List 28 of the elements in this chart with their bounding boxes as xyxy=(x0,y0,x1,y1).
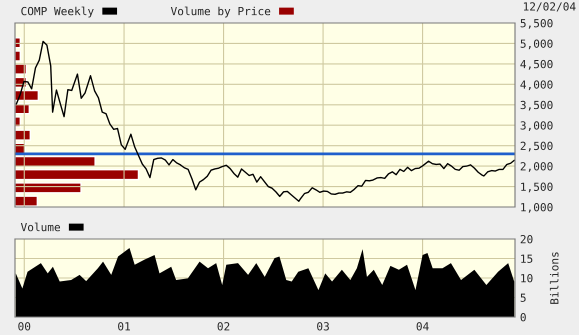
y-tick-label: 0 xyxy=(520,313,526,322)
x-tick-label: 00 xyxy=(18,322,30,331)
y-axis-title: Billions xyxy=(550,252,559,304)
y-tick-label: 4,500 xyxy=(520,60,553,70)
x-tick-label: 02 xyxy=(218,322,230,331)
y-tick-label: 5 xyxy=(520,294,526,302)
text: 12/02/04 xyxy=(524,2,576,12)
x-tick-label: 03 xyxy=(317,322,329,331)
y-tick-label: 3,000 xyxy=(520,121,553,132)
y-tick-label: 5,500 xyxy=(520,19,553,29)
bar xyxy=(15,50,22,62)
y-tick-label: 3,500 xyxy=(520,100,553,111)
line-series xyxy=(16,40,515,202)
y-tick-label: 1,500 xyxy=(521,182,553,192)
legend-label: Volume xyxy=(20,222,60,232)
y-tick-label: 20 xyxy=(520,235,533,244)
y-tick-label: 1,000 xyxy=(521,203,553,213)
y-tick-label: 4,000 xyxy=(520,80,553,90)
x-tick-label: 01 xyxy=(118,322,130,331)
y-tick-label: 10 xyxy=(521,274,533,282)
x-tick-label: 04 xyxy=(416,322,429,331)
legend-label: Volume by Price xyxy=(170,6,270,18)
y-tick-label: 2,000 xyxy=(520,162,553,172)
y-tick-label: 2,500 xyxy=(520,142,553,152)
y-tick-label: 15 xyxy=(521,254,532,263)
legend-label: COMP Weekly xyxy=(21,6,94,18)
bar xyxy=(15,195,38,207)
y-tick-label: 5,000 xyxy=(520,39,553,50)
